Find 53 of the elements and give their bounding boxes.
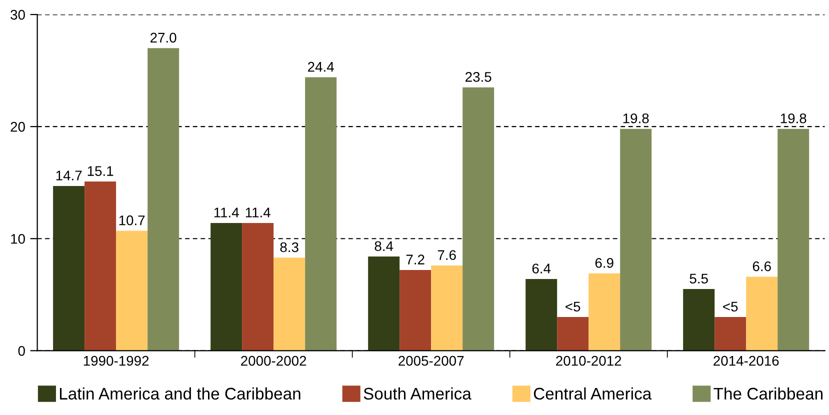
data-label: 6.4 xyxy=(532,264,551,274)
data-label: 19.8 xyxy=(623,113,649,124)
x-tick-label: 2014-2016 xyxy=(714,356,779,366)
bar xyxy=(557,317,589,351)
bar xyxy=(714,317,746,351)
x-tick-label: 1990-1992 xyxy=(84,356,149,366)
y-tick-label: 0 xyxy=(18,346,25,356)
y-tick-label: 10 xyxy=(11,234,25,244)
data-label: 8.4 xyxy=(374,241,394,252)
x-tick-label: 2010-2012 xyxy=(556,356,622,366)
data-label: 15.1 xyxy=(88,166,114,176)
legend-label: Latin America and the Caribbean xyxy=(60,387,300,400)
data-label: 27.0 xyxy=(150,32,176,43)
bar xyxy=(431,266,463,351)
bar xyxy=(462,87,494,351)
bar xyxy=(242,222,274,351)
bar xyxy=(116,230,148,351)
bar xyxy=(746,276,778,351)
data-label: 11.4 xyxy=(246,208,270,218)
data-label: 10.7 xyxy=(119,215,145,226)
data-label: 11.4 xyxy=(214,208,239,218)
bar xyxy=(400,270,432,351)
data-label: 19.8 xyxy=(780,113,806,124)
data-label: 6.9 xyxy=(595,258,614,268)
bar xyxy=(588,273,620,351)
x-tick-label: 2000-2002 xyxy=(241,356,306,366)
bar xyxy=(526,278,558,351)
data-label: 8.3 xyxy=(280,242,298,252)
bar xyxy=(620,128,652,351)
legend-label: The Caribbean xyxy=(714,387,822,400)
data-label: 24.4 xyxy=(308,62,334,72)
y-tick-label: 30 xyxy=(10,10,25,20)
data-label: <5 xyxy=(566,302,580,312)
x-tick-label: 2005-2007 xyxy=(398,356,464,366)
data-label: 6.6 xyxy=(752,261,771,272)
legend-label: South America xyxy=(364,387,472,400)
bar xyxy=(683,289,715,351)
bar xyxy=(148,48,180,351)
data-label: 7.6 xyxy=(438,250,456,260)
legend-label: Central America xyxy=(534,387,652,400)
data-label: <5 xyxy=(723,302,738,312)
y-tick-label: 20 xyxy=(10,122,25,132)
data-label: 5.5 xyxy=(690,274,708,284)
bar xyxy=(53,186,85,351)
bar xyxy=(368,256,400,351)
bar xyxy=(305,77,337,351)
bar xyxy=(210,222,242,351)
bar xyxy=(84,181,116,351)
bar xyxy=(778,128,810,351)
bar xyxy=(274,258,306,351)
data-label: 14.7 xyxy=(56,170,82,180)
data-label: 23.5 xyxy=(466,72,492,82)
data-label: 7.2 xyxy=(406,254,424,264)
